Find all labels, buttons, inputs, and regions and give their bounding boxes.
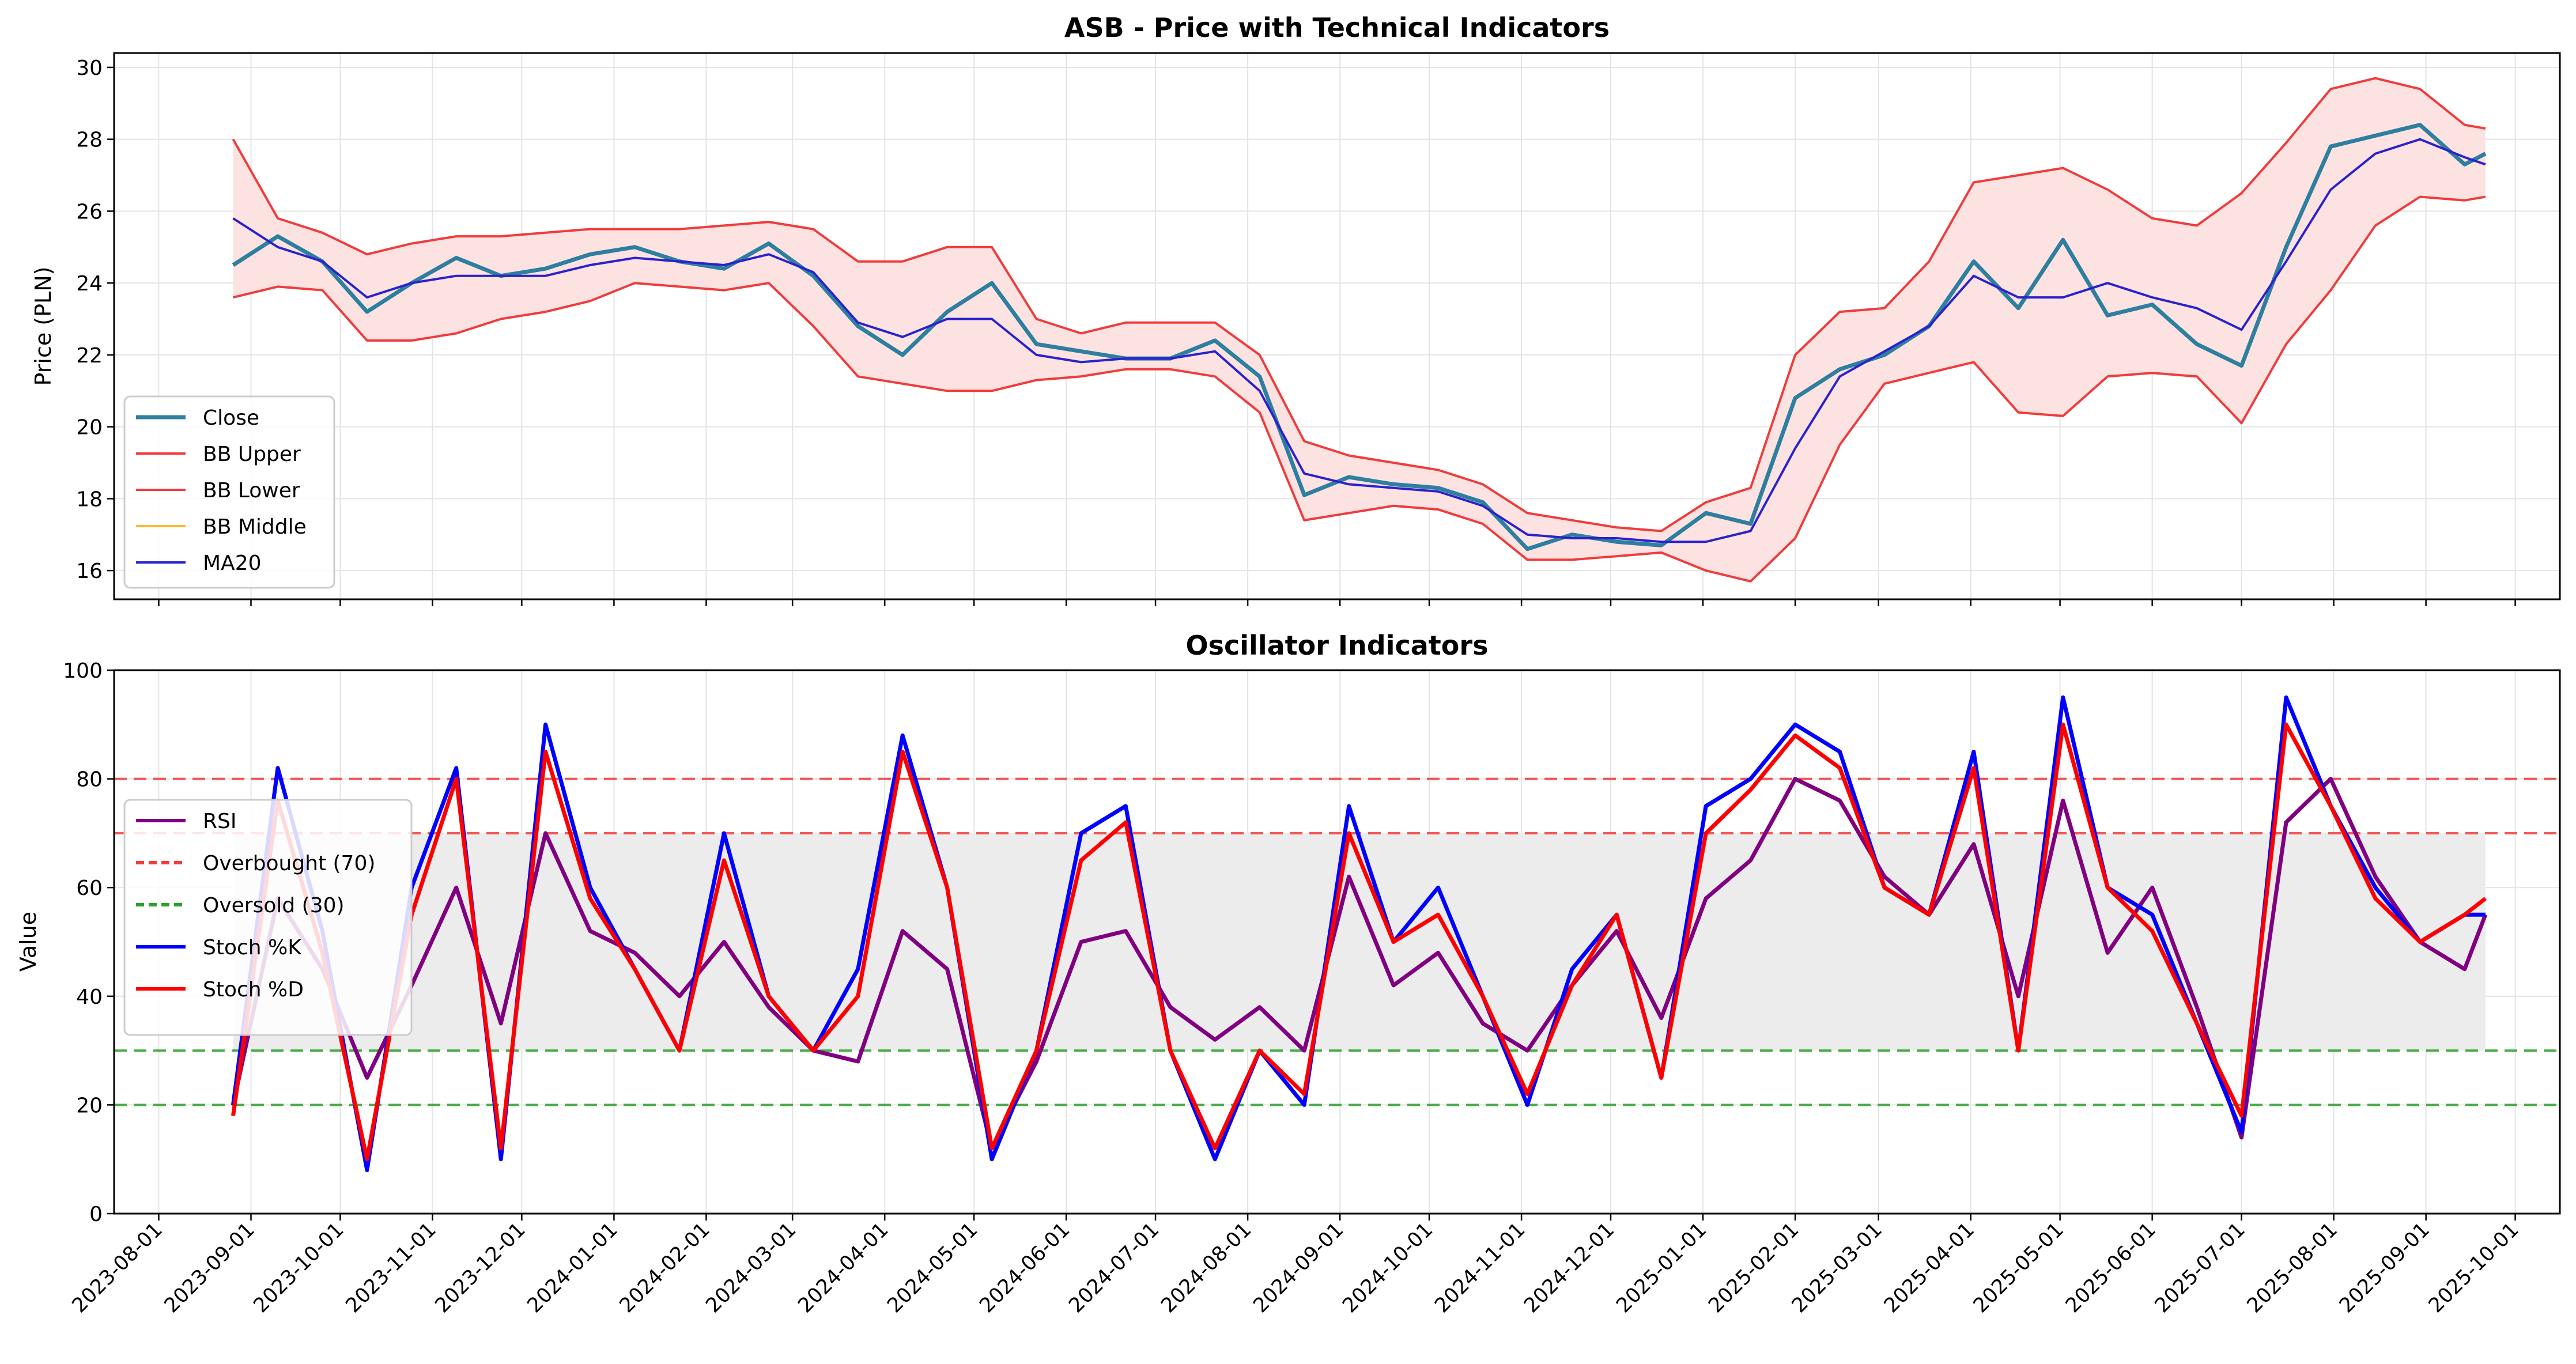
legend-label: Close <box>203 406 259 430</box>
neutral-zone-area <box>233 833 2486 1051</box>
bb-upper-line <box>232 77 2486 532</box>
y-tick-label: 60 <box>76 876 103 900</box>
legend-label: BB Upper <box>203 443 301 466</box>
price-y-axis-label: Price (PLN) <box>31 267 56 386</box>
oscillator-axes-frame <box>113 669 2561 1215</box>
ma20-line <box>232 138 2486 543</box>
y-tick-label: 24 <box>76 272 103 296</box>
oscillator-legend-box <box>123 799 413 1036</box>
rsi-line <box>231 777 2488 1151</box>
y-tick-label: 18 <box>76 488 103 511</box>
stoch-k-line <box>231 695 2486 1173</box>
price-axes-frame <box>113 52 2561 600</box>
price-y-ticks: 16 18 20 22 24 26 28 30 <box>76 56 114 583</box>
y-tick-label: 30 <box>76 56 103 80</box>
threshold-lines <box>114 777 2560 1106</box>
y-tick-label: 22 <box>76 344 103 368</box>
oscillator-y-axis-label: Value <box>16 912 41 972</box>
neutral-zone-fill <box>233 833 2486 1051</box>
legend-label: BB Middle <box>203 515 307 539</box>
stoch-d-line <box>231 722 2487 1162</box>
price-legend: Close BB Upper BB Lower BB Middle MA20 <box>123 395 335 589</box>
y-tick-label: 26 <box>76 200 103 224</box>
oscillator-y-ticks: 0 20 40 60 80 100 <box>63 659 114 1226</box>
y-tick-label: 80 <box>76 768 103 792</box>
oscillator-legend: RSI Overbought (70) Oversold (30) Stoch %K S… <box>123 799 413 1036</box>
legend-label: Overbought (70) <box>203 852 375 875</box>
legend-label: BB Lower <box>203 479 300 502</box>
price-series-lines <box>232 77 2487 583</box>
price-legend-box <box>123 395 335 589</box>
y-tick-label: 28 <box>76 129 103 152</box>
bb-lower-line <box>233 195 2486 583</box>
legend-label: RSI <box>203 810 236 833</box>
oscillator-series-lines <box>231 695 2488 1173</box>
oscillator-chart-title: Oscillator Indicators <box>1186 630 1489 661</box>
y-tick-label: 40 <box>76 985 103 1009</box>
legend-label: Stoch %K <box>203 936 302 959</box>
price-x-ticks <box>158 599 2516 606</box>
close-line <box>232 123 2487 551</box>
y-tick-label: 0 <box>89 1203 103 1226</box>
legend-label: Oversold (30) <box>203 894 345 917</box>
price-chart-title: ASB - Price with Technical Indicators <box>1064 12 1610 43</box>
y-tick-label: 20 <box>76 416 103 440</box>
legend-label: Stoch %D <box>203 978 304 1002</box>
y-tick-label: 16 <box>76 560 103 583</box>
price-panel: 16 18 20 22 24 26 28 30 ASB - Price with Techni… <box>31 12 2561 606</box>
y-tick-label: 100 <box>63 659 103 683</box>
y-tick-label: 20 <box>76 1094 103 1117</box>
legend-label: MA20 <box>203 551 262 575</box>
